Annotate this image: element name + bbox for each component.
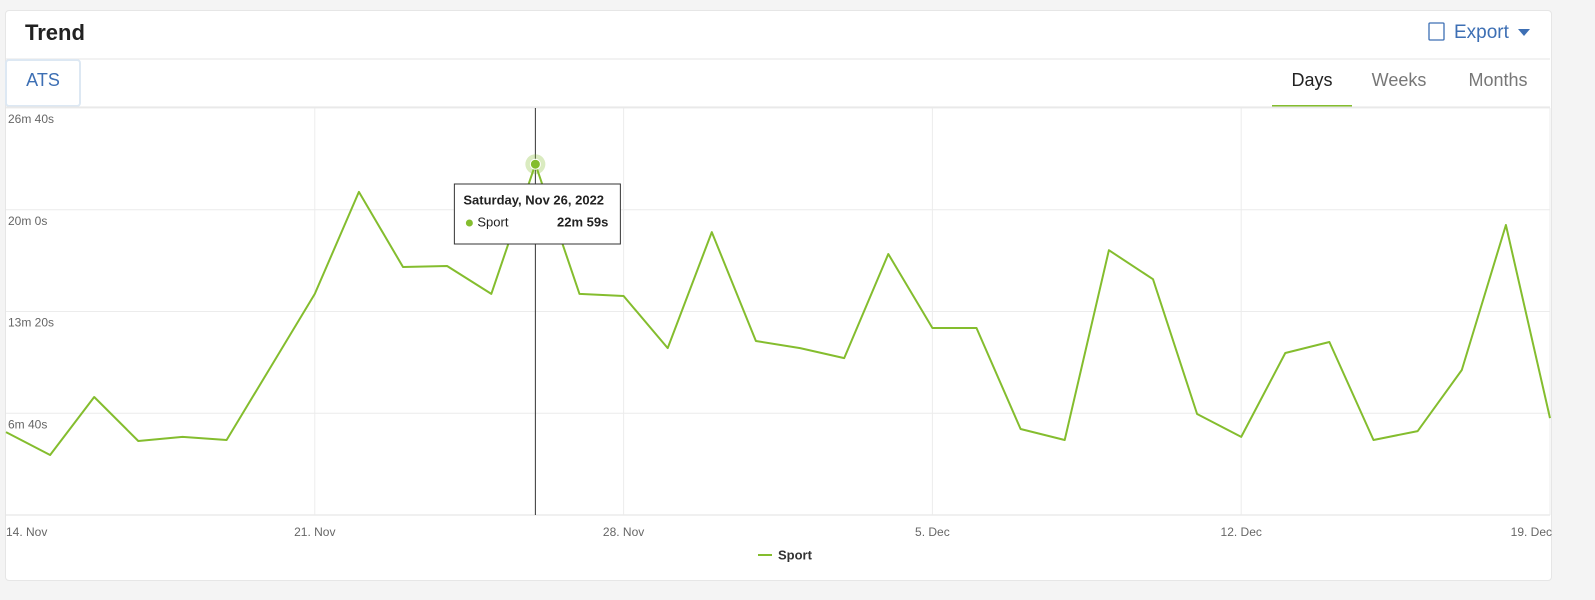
filter-label[interactable]: ATS: [26, 70, 60, 90]
tooltip-box: [453, 183, 621, 245]
y-tick-label: 26m 40s: [8, 112, 54, 126]
tooltip-title: Saturday, Nov 26, 2022: [463, 192, 604, 207]
export-label[interactable]: Export: [1454, 22, 1510, 43]
tab[interactable]: Weeks: [1372, 70, 1427, 90]
y-tick-label: 13m 20s: [8, 316, 54, 330]
x-tick-label: 21. Nov: [294, 525, 335, 539]
x-tick-label: 5. Dec: [915, 525, 950, 539]
tooltip-value: 22m 59s: [557, 214, 608, 229]
tooltip-dot: [465, 219, 473, 227]
tab[interactable]: Days: [1291, 70, 1332, 90]
y-tick-label: 6m 40s: [8, 417, 47, 431]
legend-label: Sport: [778, 547, 813, 562]
filter-chip[interactable]: [5, 59, 81, 107]
hover-marker: [529, 158, 541, 170]
export-button[interactable]: Export: [1428, 22, 1530, 43]
x-tick-label: 28. Nov: [603, 525, 644, 539]
series-line: [5, 163, 1551, 456]
tooltip-series: Sport: [477, 214, 508, 229]
y-tick-label: 20m 0s: [8, 214, 47, 228]
title: Trend: [25, 20, 85, 45]
x-tick-label: 14. Nov: [6, 525, 47, 539]
tooltip: Saturday, Nov 26, 2022 Sport 22m 59s: [453, 183, 621, 245]
xls-icon: [1428, 22, 1445, 41]
plot-area: 6m 40s 13m 20s 20m 0s 26m 40s 14. Nov 21. Nov…: [5, 107, 1552, 562]
tab[interactable]: Months: [1468, 70, 1527, 90]
dropdown-caret: [1518, 29, 1530, 36]
x-tick-label: 12. Dec: [1221, 525, 1262, 539]
x-tick-label: 19. Dec: [1511, 525, 1552, 539]
